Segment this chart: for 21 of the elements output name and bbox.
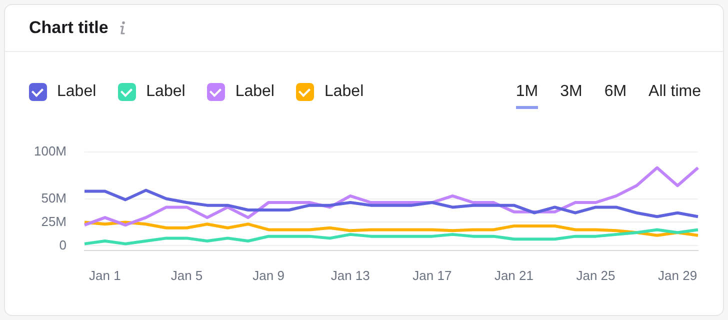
y-tick-label: 100M (34, 143, 67, 158)
chart-title: Chart title (29, 18, 108, 38)
text: 3M (560, 83, 582, 102)
x-tick-label: Jan 29 (658, 268, 698, 283)
x-tick-label: Jan 17 (412, 268, 452, 283)
legend-label: Label (324, 83, 364, 101)
legend-label: Label (146, 83, 186, 101)
x-tick-label: Jan 13 (330, 268, 370, 283)
y-tick-label: 25M (41, 214, 67, 229)
legend-label: Label (57, 83, 96, 101)
text: 6M (604, 83, 627, 102)
legend-label: Label (235, 83, 274, 101)
x-tick-label: Jan 25 (576, 268, 616, 283)
x-tick-label: Jan 1 (89, 268, 121, 283)
text: 1M (516, 83, 538, 109)
y-tick-label: 50M (41, 190, 67, 206)
text: All time (648, 83, 701, 102)
x-tick-label: Jan 5 (170, 268, 203, 283)
y-tick-label: 0 (59, 237, 67, 252)
x-tick-label: Jan 21 (494, 268, 534, 283)
x-tick-label: Jan 9 (252, 268, 284, 283)
